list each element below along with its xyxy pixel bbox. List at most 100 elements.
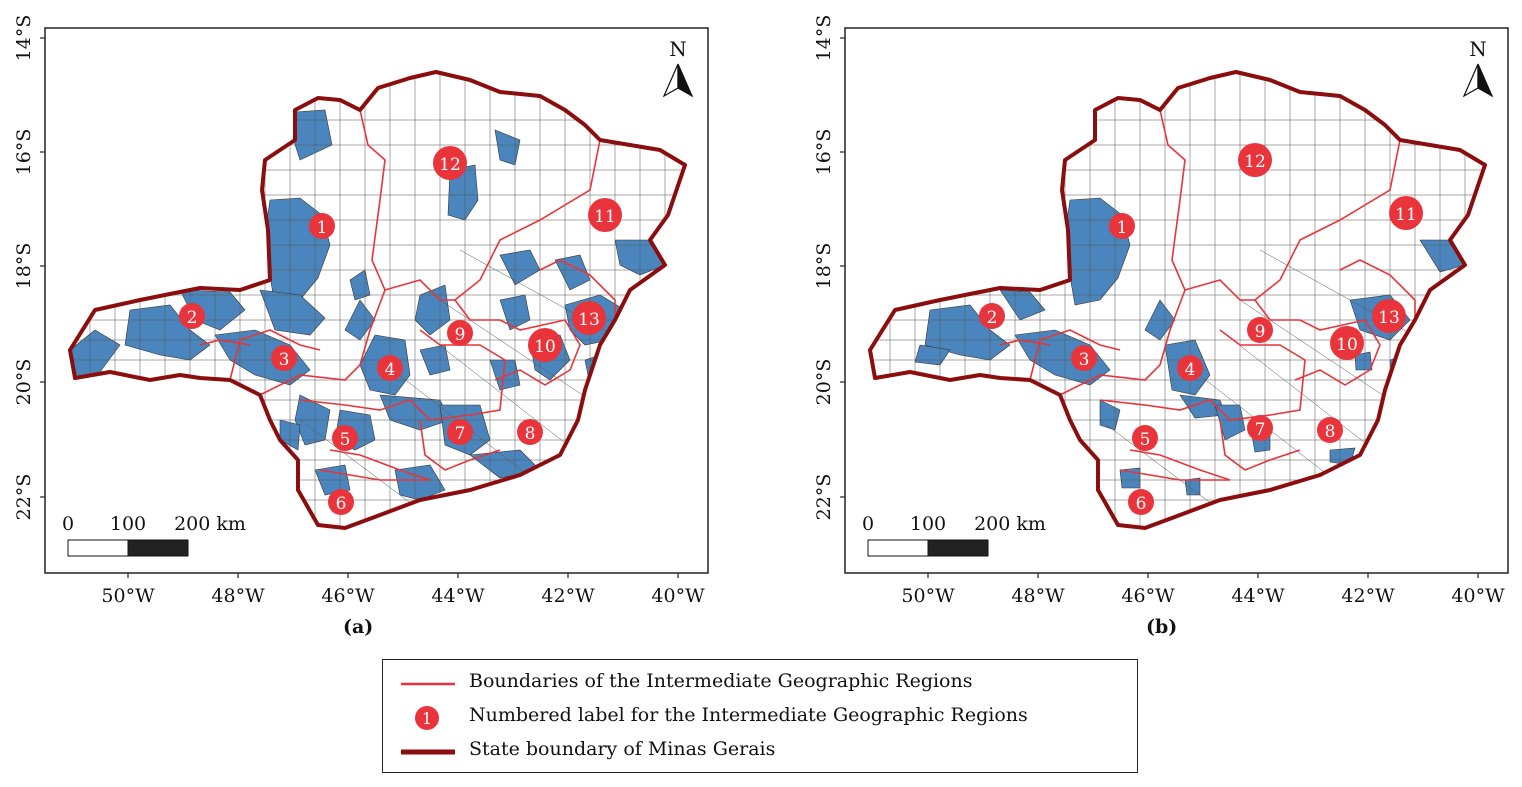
lon-label: 42°W [1341, 585, 1395, 607]
lon-label: 40°W [1451, 585, 1505, 607]
svg-text:9: 9 [455, 325, 466, 345]
lon-label: 50°W [101, 585, 155, 607]
lon-label: 46°W [321, 585, 375, 607]
lon-label: 48°W [1011, 585, 1065, 607]
svg-text:7: 7 [1255, 420, 1266, 440]
legend-label: State boundary of Minas Gerais [469, 738, 776, 760]
svg-text:N: N [1469, 37, 1487, 61]
region-boundaries [199, 109, 616, 481]
region-label-13: 13 [572, 301, 606, 335]
svg-text:7: 7 [455, 424, 466, 444]
svg-text:2: 2 [187, 308, 198, 328]
region-label-2: 2 [979, 303, 1005, 329]
region-label-2: 2 [179, 303, 205, 329]
svg-text:3: 3 [279, 350, 290, 370]
lat-label: 14°S [813, 15, 835, 62]
legend-item-state-boundary: State boundary of Minas Gerais [383, 734, 1137, 768]
lat-label: 20°S [13, 359, 35, 406]
legend-label: Numbered label for the Intermediate Geog… [469, 704, 1028, 726]
region-label-3: 3 [1071, 345, 1097, 371]
map-a-svg: 14°S 16°S 18°S 20°S 22°S 50°W 48°W 46°W … [13, 15, 709, 607]
region-label-13: 13 [1372, 299, 1406, 333]
svg-text:12: 12 [439, 155, 461, 175]
lon-label: 44°W [1231, 585, 1285, 607]
region-label-9: 9 [447, 320, 473, 346]
scale-label: 0 [862, 513, 874, 535]
panel-caption: (b) [1146, 616, 1178, 638]
region-label-7: 7 [447, 419, 473, 445]
scale-label: 0 [62, 513, 74, 535]
region-label-3: 3 [271, 345, 297, 371]
region-boundaries [999, 109, 1416, 481]
panel-caption: (a) [343, 616, 374, 638]
lat-label: 16°S [13, 129, 35, 176]
lat-label: 20°S [813, 359, 835, 406]
region-label-8: 8 [1317, 417, 1343, 443]
svg-text:11: 11 [594, 207, 616, 227]
scale-label: 100 [910, 513, 946, 535]
state-boundary [868, 70, 1487, 530]
region-label-11: 11 [1389, 196, 1423, 230]
map-legend: Boundaries of the Intermediate Geographi… [382, 659, 1138, 773]
region-labels: 1 2 3 4 5 6 7 8 9 10 11 12 13 [179, 146, 622, 515]
lon-label: 46°W [1121, 585, 1175, 607]
region-label-6: 6 [328, 489, 354, 515]
scale-label: 200 km [174, 513, 246, 535]
svg-text:1: 1 [422, 709, 432, 728]
region-label-5: 5 [332, 425, 358, 451]
svg-text:5: 5 [340, 430, 351, 450]
svg-text:4: 4 [1185, 360, 1196, 380]
region-label-9: 9 [1247, 317, 1273, 343]
state-fill [70, 72, 685, 528]
scale-bar: 0 100 200 km [862, 513, 1046, 557]
region-label-10: 10 [528, 328, 562, 362]
north-arrow-icon: N [1462, 37, 1494, 98]
dark-red-line-icon [401, 749, 455, 755]
svg-text:13: 13 [578, 310, 600, 330]
map-panel-b: 14°S 16°S 18°S 20°S 22°S 50°W 48°W 46°W … [800, 0, 1522, 645]
lat-label: 18°S [813, 243, 835, 290]
state-boundary [68, 70, 687, 530]
svg-text:8: 8 [1325, 422, 1336, 442]
svg-text:4: 4 [385, 360, 396, 380]
svg-text:2: 2 [987, 308, 998, 328]
region-label-7: 7 [1247, 415, 1273, 441]
lat-label: 16°S [813, 129, 835, 176]
legend-item-region-label: 1 Numbered label for the Intermediate Ge… [383, 700, 1137, 734]
axis-ticks [40, 37, 679, 578]
lon-label: 48°W [211, 585, 265, 607]
red-line-icon [401, 682, 455, 686]
legend-label: Boundaries of the Intermediate Geographi… [469, 670, 973, 692]
region-label-1: 1 [1109, 213, 1135, 239]
lat-label: 22°S [813, 474, 835, 521]
svg-text:1: 1 [317, 218, 328, 238]
svg-text:6: 6 [336, 494, 347, 514]
state-fill [870, 72, 1485, 528]
scale-label: 200 km [974, 513, 1046, 535]
region-label-4: 4 [1177, 355, 1203, 381]
map-panel-a: 14°S 16°S 18°S 20°S 22°S 50°W 48°W 46°W … [0, 0, 760, 645]
svg-text:11: 11 [1395, 205, 1417, 225]
svg-text:13: 13 [1378, 308, 1400, 328]
svg-text:10: 10 [1336, 335, 1358, 355]
svg-text:8: 8 [525, 424, 536, 444]
region-label-11: 11 [588, 198, 622, 232]
region-label-1: 1 [309, 213, 335, 239]
region-labels: 1 2 3 4 5 6 7 8 9 10 11 12 13 [979, 143, 1423, 515]
legend-item-region-boundary: Boundaries of the Intermediate Geographi… [383, 666, 1137, 700]
region-label-4: 4 [377, 355, 403, 381]
map-b-svg: 14°S 16°S 18°S 20°S 22°S 50°W 48°W 46°W … [813, 15, 1509, 607]
svg-text:N: N [669, 37, 687, 61]
axis-ticks [840, 37, 1479, 578]
svg-text:1: 1 [1117, 218, 1128, 238]
region-label-12: 12 [1238, 143, 1272, 177]
region-label-10: 10 [1330, 326, 1364, 360]
region-label-6: 6 [1128, 489, 1154, 515]
svg-text:9: 9 [1255, 322, 1266, 342]
north-arrow-icon: N [662, 37, 694, 98]
scale-bar: 0 100 200 km [62, 513, 246, 557]
svg-text:5: 5 [1140, 430, 1151, 450]
svg-text:10: 10 [534, 337, 556, 357]
lat-label: 18°S [13, 243, 35, 290]
lon-label: 50°W [901, 585, 955, 607]
